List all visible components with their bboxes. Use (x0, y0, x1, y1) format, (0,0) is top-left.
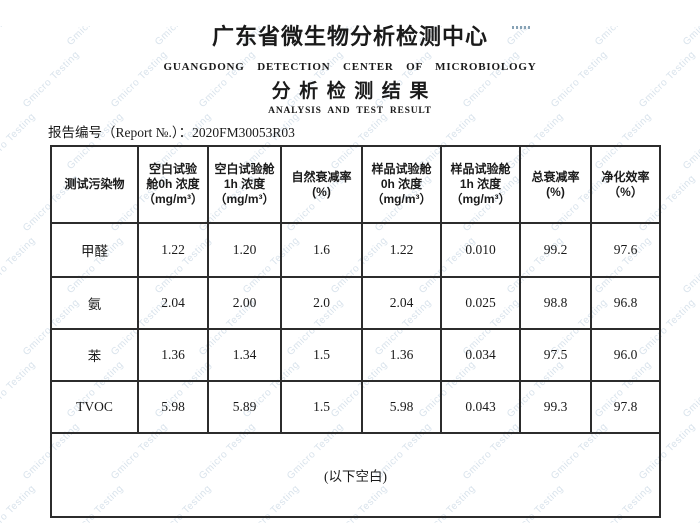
cell-value: 0.010 (440, 222, 521, 278)
cell-value: 1.5 (280, 328, 363, 382)
table-footer-row: (以下空白) (50, 432, 661, 518)
col-header-sample-1h: 样品试验舱 1h 浓度 （mg/m³） (440, 145, 521, 224)
header-line: 测试污染物 (64, 177, 125, 191)
header-line: （mg/m³） (142, 192, 203, 206)
cell-value: 97.5 (519, 328, 592, 382)
row-label: 苯 (50, 328, 139, 382)
cell-value: 1.5 (280, 380, 363, 434)
report-page: { "watermark": { "text": "Gmicro Testing… (0, 26, 700, 523)
cell-value: 96.0 (590, 328, 661, 382)
col-header-purify-efficiency: 净化效率 （%） (590, 145, 661, 224)
header-line: (%) (546, 184, 565, 199)
header-line: 样品试验舱 (371, 162, 432, 176)
col-header-natural-decay: 自然衰减率 (%) (280, 145, 363, 224)
header-line: （mg/m³） (371, 192, 432, 206)
results-table: 测试污染物 空白试验 舱0h 浓度 （mg/m³） 空白试验舱 1h 浓度 （m… (50, 145, 661, 518)
col-header-pollutant: 测试污染物 (50, 145, 139, 224)
header-line: （mg/m³） (214, 192, 275, 206)
header-line: 1h 浓度 (223, 177, 266, 191)
row-label: TVOC (50, 380, 139, 434)
cell-value: 1.22 (361, 222, 442, 278)
cell-value: 2.04 (137, 276, 209, 330)
header-line: （mg/m³） (450, 192, 511, 206)
header-line: 总衰减率 (531, 169, 580, 184)
section-title-english: ANALYSIS AND TEST RESULT (268, 106, 432, 116)
page-title-english: GUANGDONG DETECTION CENTER OF MICROBIOLO… (163, 61, 537, 73)
cell-value: 2.00 (207, 276, 282, 330)
cell-value: 2.04 (361, 276, 442, 330)
cell-value: 1.20 (207, 222, 282, 278)
top-edge-dots-artifact (512, 26, 530, 29)
col-header-sample-0h: 样品试验舱 0h 浓度 （mg/m³） (361, 145, 442, 224)
table-row-ammonia: 氨 2.04 2.00 2.0 2.04 0.025 98.8 96.8 (50, 276, 661, 330)
header-line: 0h 浓度 (380, 177, 423, 191)
header-line: 舱0h 浓度 (146, 177, 200, 191)
table-row-formaldehyde: 甲醛 1.22 1.20 1.6 1.22 0.010 99.2 97.6 (50, 222, 661, 278)
cell-value: 2.0 (280, 276, 363, 330)
row-label: 甲醛 (50, 222, 139, 278)
cell-value: 0.034 (440, 328, 521, 382)
header-line: （%） (608, 184, 643, 199)
report-number-line: 报告编号（Report №.）：2020FM30053R03 (48, 124, 700, 140)
cell-value: 99.2 (519, 222, 592, 278)
document-content: 广东省微生物分析检测中心 GUANGDONG DETECTION CENTER … (0, 26, 700, 518)
cell-value: 97.6 (590, 222, 661, 278)
cell-value: 1.34 (207, 328, 282, 382)
cell-value: 0.025 (440, 276, 521, 330)
col-header-total-decay: 总衰减率 (%) (519, 145, 592, 224)
page-title: 广东省微生物分析检测中心 (211, 24, 488, 49)
row-label: 氨 (50, 276, 139, 330)
header-line: 空白试验 (148, 162, 197, 176)
report-number-value: 2020FM30053R03 (192, 124, 295, 140)
table-header-row: 测试污染物 空白试验 舱0h 浓度 （mg/m³） 空白试验舱 1h 浓度 （m… (50, 145, 661, 224)
col-header-blank-0h: 空白试验 舱0h 浓度 （mg/m³） (137, 145, 209, 224)
table-row-tvoc: TVOC 5.98 5.89 1.5 5.98 0.043 99.3 97.8 (50, 380, 661, 434)
cell-value: 5.98 (137, 380, 209, 434)
header-line: 样品试验舱 (450, 162, 511, 176)
cell-value: 98.8 (519, 276, 592, 330)
table-row-benzene: 苯 1.36 1.34 1.5 1.36 0.034 97.5 96.0 (50, 328, 661, 382)
cell-value: 99.3 (519, 380, 592, 434)
header-line: 空白试验舱 (214, 162, 275, 176)
cell-value: 0.043 (440, 380, 521, 434)
cell-value: 97.8 (590, 380, 661, 434)
cell-value: 5.98 (361, 380, 442, 434)
cell-value: 1.22 (137, 222, 209, 278)
cell-value: 1.36 (361, 328, 442, 382)
cell-value: 1.36 (137, 328, 209, 382)
col-header-blank-1h: 空白试验舱 1h 浓度 （mg/m³） (207, 145, 282, 224)
header-line: (%) (312, 184, 331, 199)
section-title: 分析检测结果 (271, 81, 437, 102)
cell-value: 96.8 (590, 276, 661, 330)
header-line: 自然衰减率 (291, 169, 352, 184)
header-line: 1h 浓度 (459, 177, 502, 191)
cell-value: 5.89 (207, 380, 282, 434)
cell-value: 1.6 (280, 222, 363, 278)
blank-below-note: (以下空白) (50, 432, 661, 518)
report-number-label: 报告编号（Report №.）： (48, 124, 193, 140)
header-line: 净化效率 (601, 169, 650, 184)
